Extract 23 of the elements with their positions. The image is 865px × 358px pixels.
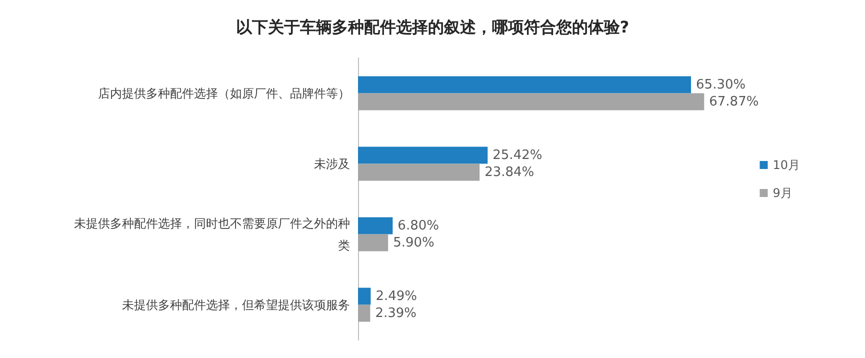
y-tick-label: 店内提供多种配件选择（如原厂件、品牌件等） [98, 86, 350, 100]
bar [358, 93, 704, 110]
data-label: 25.42% [492, 148, 542, 163]
bar [358, 146, 488, 164]
data-label: 6.80% [398, 218, 439, 234]
data-label: 23.84% [484, 164, 534, 180]
bar [358, 164, 480, 181]
data-label: 2.39% [375, 306, 416, 321]
bar [358, 217, 393, 234]
chart-title: 以下关于车辆多种配件选择的叙述，哪项符合您的体验? [236, 18, 630, 36]
data-label: 65.30% [696, 77, 746, 92]
data-label: 5.90% [393, 235, 434, 250]
y-tick-label: 未提供多种配件选择，但希望提供该项服务 [122, 298, 350, 312]
bar [358, 288, 371, 305]
bar [358, 234, 388, 252]
bar [358, 304, 370, 322]
data-label: 67.87% [709, 94, 759, 110]
bar [358, 76, 692, 94]
y-tick-label: 未提供多种配件选择，同时也不需要原厂件之外的种类 [74, 216, 350, 252]
legend-label: 10月 [772, 158, 800, 172]
data-label: 2.49% [376, 288, 418, 304]
legend-label: 9月 [772, 186, 792, 200]
y-tick-label: 未涉及 [314, 156, 350, 171]
